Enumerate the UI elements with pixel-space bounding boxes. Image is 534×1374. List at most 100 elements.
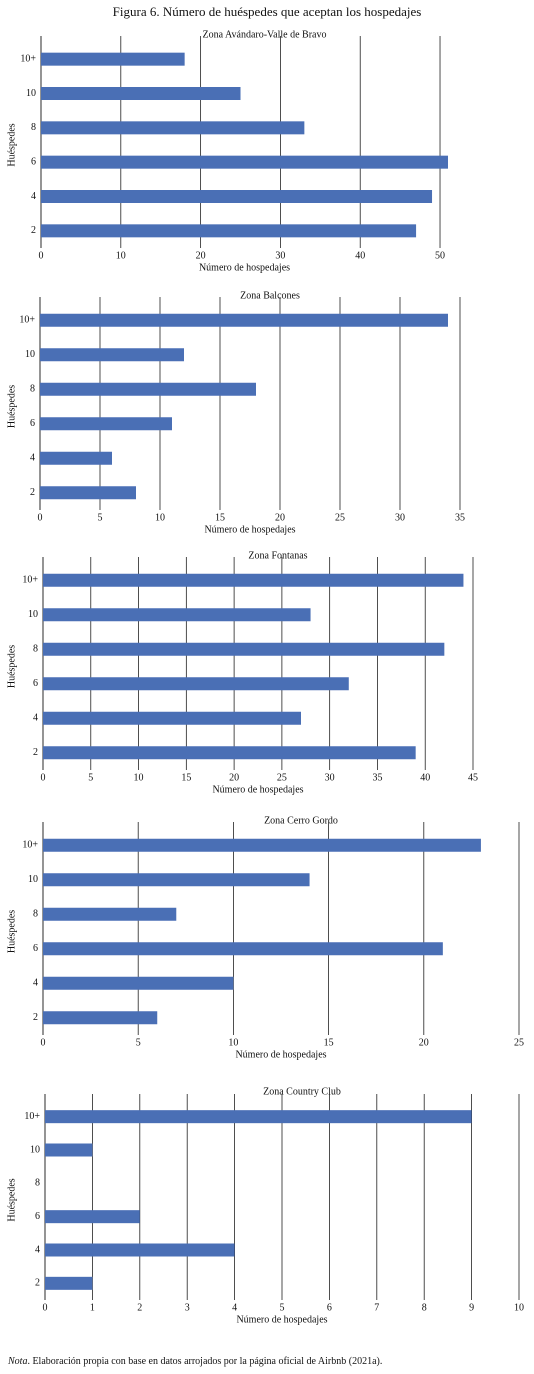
- x-tick-label: 35: [372, 772, 382, 783]
- bar: [43, 711, 301, 725]
- bar: [43, 608, 311, 622]
- chart-title: Zona Country Club: [263, 1086, 341, 1097]
- y-tick-label: 4: [31, 191, 36, 202]
- y-axis-label: Huéspedes: [6, 645, 17, 688]
- figure-title: Figura 6. Número de huéspedes que acepta…: [113, 4, 422, 19]
- y-tick-label: 4: [33, 978, 38, 989]
- chart-title: Zona Fontanas: [248, 550, 307, 561]
- x-tick-label: 0: [39, 250, 44, 261]
- y-tick-label: 2: [31, 225, 36, 236]
- bar: [41, 224, 417, 238]
- x-tick-label: 35: [455, 512, 465, 523]
- x-tick-label: 20: [196, 250, 206, 261]
- chart-title: Zona Cerro Gordo: [264, 815, 338, 826]
- x-tick-label: 40: [355, 250, 365, 261]
- x-tick-label: 10: [134, 772, 144, 783]
- x-tick-label: 30: [395, 512, 405, 523]
- y-axis-label: Huéspedes: [6, 123, 17, 166]
- y-tick-label: 8: [30, 384, 35, 395]
- bar: [40, 348, 184, 362]
- bar: [41, 87, 241, 100]
- bar: [43, 942, 443, 956]
- note: Nota. Elaboración propia con base en dat…: [7, 1356, 382, 1367]
- x-tick-label: 10: [116, 250, 126, 261]
- y-tick-label: 4: [35, 1244, 40, 1255]
- bar: [43, 873, 310, 887]
- bar: [45, 1276, 93, 1290]
- y-tick-label: 6: [35, 1211, 40, 1222]
- note-text: . Elaboración propia con base en datos a…: [27, 1356, 382, 1367]
- x-tick-label: 0: [41, 1037, 46, 1048]
- y-tick-label: 10+: [22, 575, 38, 586]
- bar: [43, 1011, 158, 1025]
- x-tick-label: 5: [88, 772, 93, 783]
- bar: [43, 746, 416, 760]
- x-tick-label: 15: [324, 1037, 334, 1048]
- bar: [43, 573, 464, 587]
- x-axis-label: Número de hospedajes: [199, 262, 290, 273]
- y-tick-label: 6: [33, 943, 38, 954]
- y-tick-label: 2: [33, 747, 38, 758]
- bar: [41, 121, 305, 135]
- x-tick-label: 6: [327, 1302, 332, 1313]
- y-tick-label: 10: [28, 874, 38, 885]
- bar: [43, 677, 349, 691]
- x-tick-label: 5: [98, 512, 103, 523]
- x-tick-label: 25: [514, 1037, 524, 1048]
- x-tick-label: 3: [185, 1302, 190, 1313]
- x-tick-label: 40: [420, 772, 430, 783]
- x-tick-label: 20: [419, 1037, 429, 1048]
- bar: [40, 417, 172, 431]
- x-tick-label: 5: [136, 1037, 141, 1048]
- y-tick-label: 8: [35, 1178, 40, 1189]
- bar: [45, 1110, 472, 1124]
- chart-title: Zona Balcones: [240, 290, 300, 301]
- x-tick-label: 20: [229, 772, 239, 783]
- x-tick-label: 8: [422, 1302, 427, 1313]
- x-tick-label: 20: [275, 512, 285, 523]
- x-tick-label: 30: [275, 250, 285, 261]
- y-tick-label: 6: [30, 418, 35, 429]
- y-tick-label: 10: [26, 88, 36, 99]
- x-tick-label: 30: [325, 772, 335, 783]
- y-tick-label: 10+: [24, 1111, 40, 1122]
- bar: [45, 1143, 93, 1157]
- x-tick-label: 15: [215, 512, 225, 523]
- x-tick-label: 15: [181, 772, 191, 783]
- chart-title: Zona Avándaro-Valle de Bravo: [203, 29, 327, 40]
- bar: [45, 1210, 140, 1224]
- bar: [43, 907, 177, 921]
- x-tick-label: 10: [514, 1302, 524, 1313]
- y-tick-label: 8: [33, 909, 38, 920]
- bar: [40, 313, 448, 327]
- x-tick-label: 10: [155, 512, 165, 523]
- y-tick-label: 10+: [22, 840, 38, 851]
- bar: [40, 382, 256, 396]
- x-tick-label: 4: [232, 1302, 237, 1313]
- x-tick-label: 0: [41, 772, 46, 783]
- x-tick-label: 9: [469, 1302, 474, 1313]
- y-tick-label: 8: [33, 644, 38, 655]
- bar: [41, 155, 448, 169]
- bar: [43, 838, 481, 852]
- y-tick-label: 10: [30, 1144, 40, 1155]
- x-tick-label: 25: [335, 512, 345, 523]
- y-tick-label: 6: [33, 678, 38, 689]
- bar: [43, 642, 445, 656]
- y-tick-label: 10: [25, 349, 35, 360]
- bar: [40, 451, 112, 465]
- bar: [41, 52, 185, 66]
- note-label: Nota: [7, 1356, 27, 1367]
- x-tick-label: 2: [137, 1302, 142, 1313]
- x-tick-label: 7: [374, 1302, 379, 1313]
- x-tick-label: 1: [90, 1302, 95, 1313]
- x-axis-label: Número de hospedajes: [204, 524, 295, 535]
- x-tick-label: 45: [468, 772, 478, 783]
- bar: [40, 486, 136, 500]
- x-axis-label: Número de hospedajes: [236, 1314, 327, 1325]
- y-tick-label: 10+: [20, 53, 36, 64]
- y-axis-label: Huéspedes: [6, 1178, 17, 1221]
- y-tick-label: 8: [31, 122, 36, 133]
- x-axis-label: Número de hospedajes: [235, 1049, 326, 1060]
